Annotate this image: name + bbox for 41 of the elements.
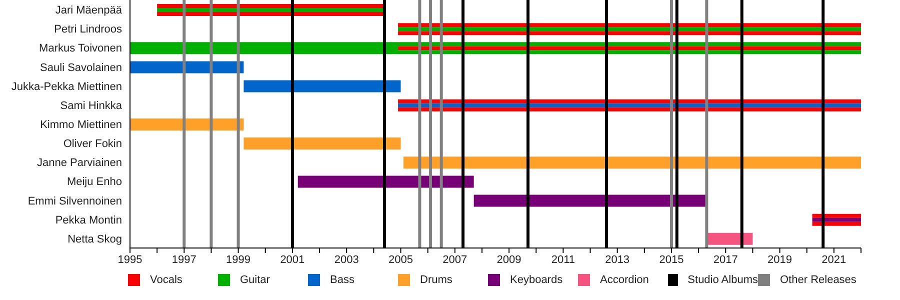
- legend-label: Vocals: [150, 274, 182, 286]
- y-tick-label: Jukka-Pekka Miettinen: [11, 80, 122, 93]
- x-tick-label: 2021: [822, 254, 846, 266]
- x-tick-label: 2019: [768, 254, 792, 266]
- y-tick-label: Pekka Montin: [55, 214, 122, 226]
- y-tick-label: Petri Lindroos: [54, 24, 122, 36]
- bar: [244, 80, 401, 92]
- legend-label: Other Releases: [780, 274, 856, 286]
- y-tick-label: Janne Parviainen: [36, 157, 122, 170]
- x-tick-label: 2007: [442, 254, 468, 266]
- x-tick-label: 1995: [118, 254, 142, 266]
- bar: [244, 138, 401, 150]
- y-tick-label: Jari Mäenpää: [55, 4, 123, 17]
- y-tick-label: Kimmo Miettinen: [40, 119, 122, 131]
- y-tick-label: Oliver Fokin: [63, 138, 122, 150]
- x-tick-label: 1997: [172, 254, 196, 266]
- y-tick-label: Meiju Enho: [66, 176, 122, 188]
- bar: [474, 194, 707, 207]
- y-tick-label: Sauli Savolainen: [40, 62, 122, 74]
- x-tick-label: 2013: [605, 254, 630, 266]
- x-tick-label: 2003: [334, 254, 359, 266]
- legend-label: Accordion: [600, 274, 649, 286]
- bar: [298, 176, 474, 188]
- x-tick-label: 2009: [496, 254, 522, 266]
- y-tick-label: Markus Toivonen: [39, 42, 122, 55]
- x-tick-label: 2005: [388, 254, 413, 266]
- legend-label: Studio Albums: [688, 274, 758, 286]
- x-tick-label: 1999: [226, 254, 251, 266]
- x-tick-label: 2001: [280, 254, 305, 266]
- y-tick-label: Emmi Silvennoinen: [28, 195, 122, 208]
- x-tick-label: 2015: [659, 254, 684, 266]
- legend-label: Bass: [330, 274, 354, 286]
- y-tick-label: Sami Hinkka: [60, 100, 123, 112]
- legend-label: Drums: [420, 274, 452, 286]
- bar: [398, 27, 861, 32]
- legend-label: Guitar: [240, 274, 270, 286]
- y-tick-label: Netta Skog: [68, 233, 122, 246]
- x-tick-label: 2017: [713, 254, 738, 266]
- bar: [157, 8, 384, 12]
- x-tick-label: 2011: [551, 254, 576, 266]
- legend-label: Keyboards: [510, 274, 563, 286]
